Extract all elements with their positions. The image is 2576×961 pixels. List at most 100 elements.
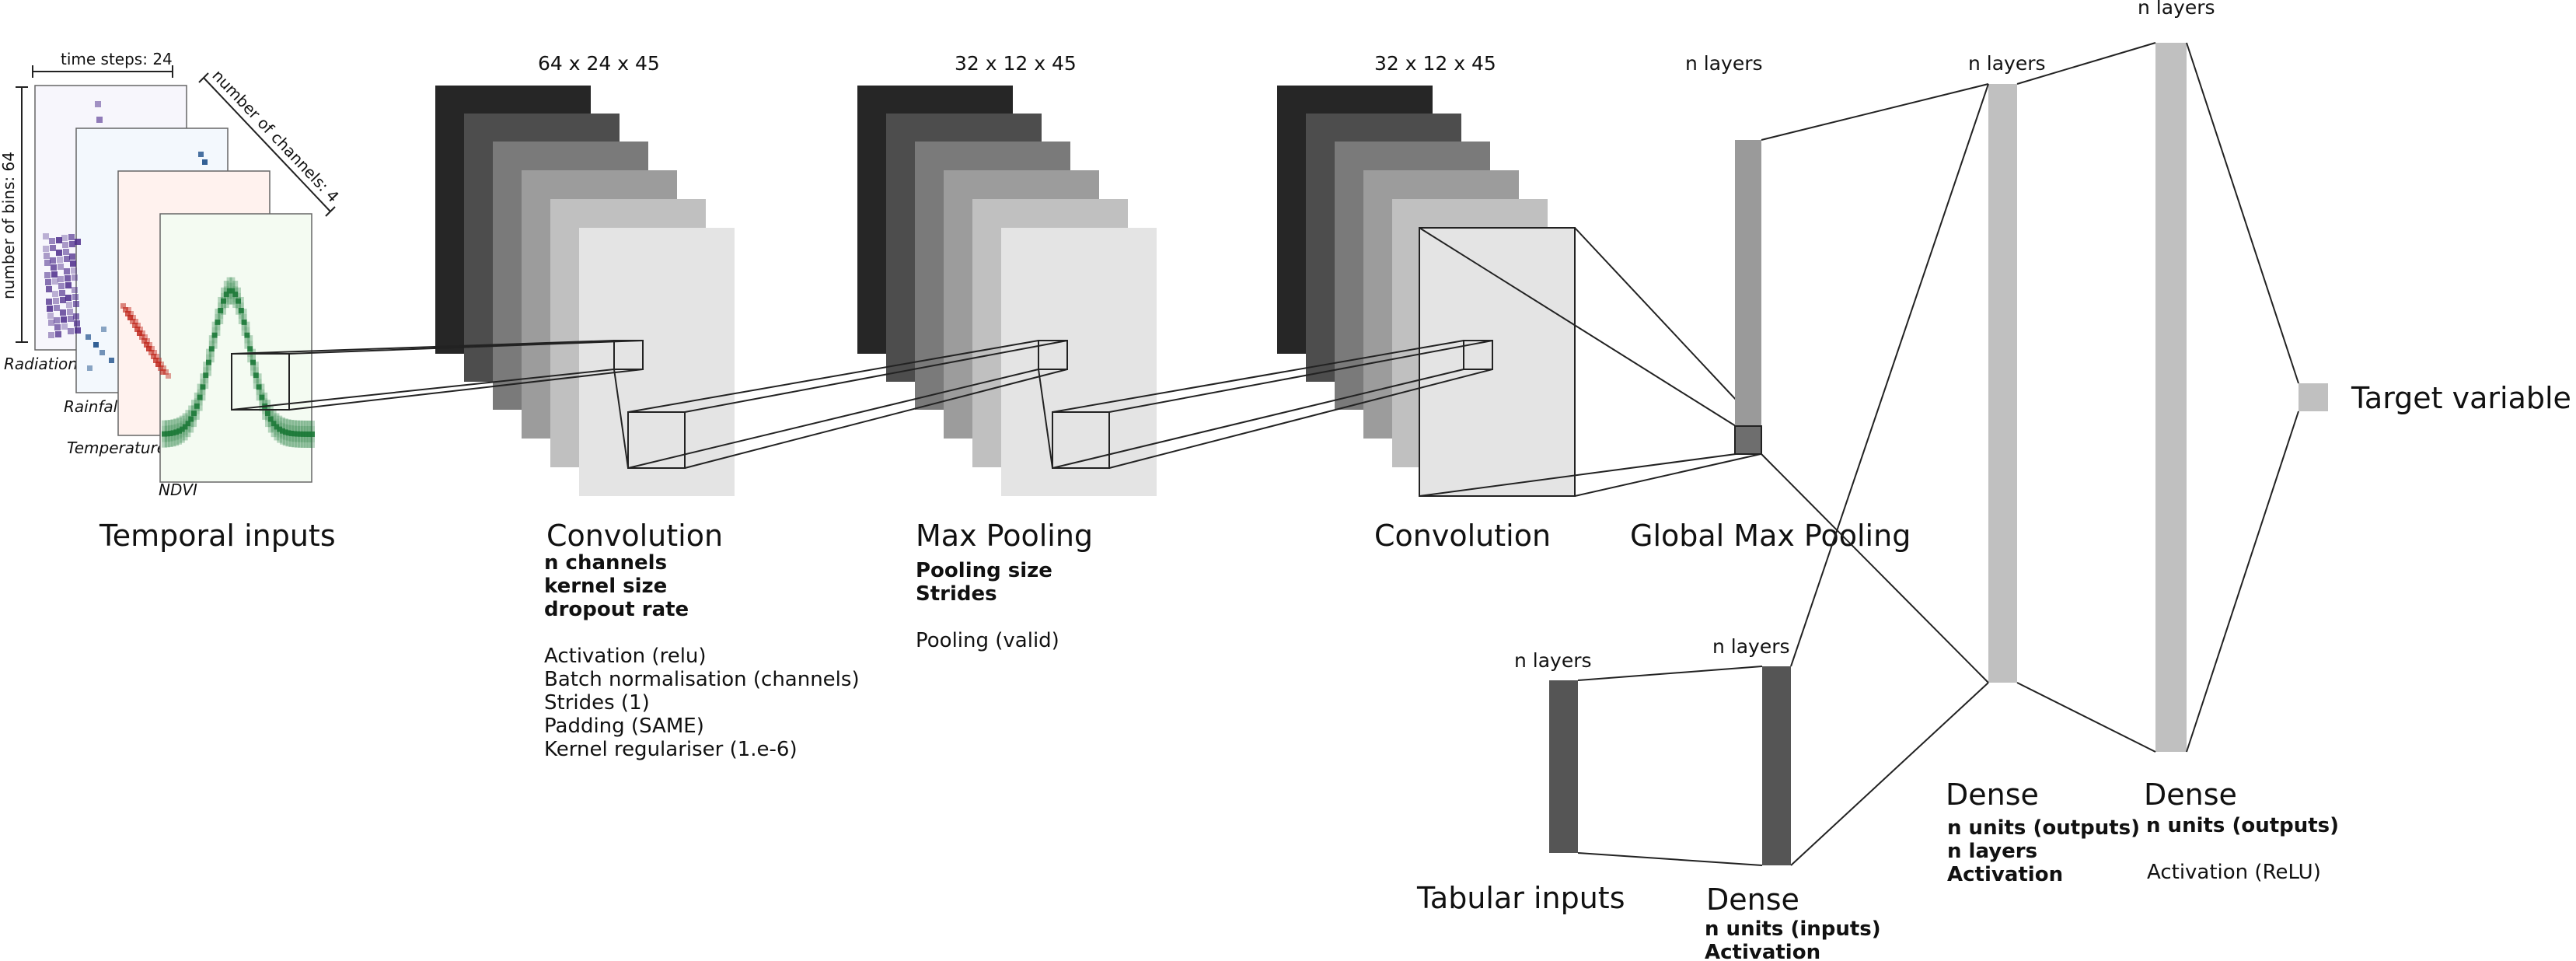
- tabular-inputs-group: n layers Tabular inputs: [1416, 649, 1625, 915]
- temperature-pixel: [145, 338, 150, 344]
- ndvi-pixel: [218, 318, 224, 324]
- ndvi-pixel: [250, 359, 256, 365]
- ndvi-pixel: [185, 415, 191, 421]
- radiation-pixel: [50, 245, 56, 251]
- pool-param-bold-1: Pooling size: [916, 559, 1052, 582]
- ndvi-pixel: [200, 390, 206, 396]
- ndvi-heatmap-pixels: [162, 277, 315, 448]
- ndvi-pixel: [229, 282, 236, 288]
- ndvi-pixel: [218, 313, 224, 319]
- channels-tick-bottom: [325, 206, 336, 217]
- conv1-param-bold-1: n channels: [544, 551, 667, 575]
- ndvi-pixel: [262, 397, 268, 404]
- bins-label: number of bins: 64: [0, 152, 18, 299]
- ndvi-pixel: [188, 405, 194, 411]
- ndvi-pixel: [162, 431, 167, 437]
- temperature-pixel: [126, 307, 131, 313]
- ndvi-pixel: [206, 354, 211, 360]
- temperature-pixel: [138, 327, 143, 332]
- ndvi-pixel: [208, 346, 215, 352]
- gmp-funnel-edge-2: [1574, 227, 1761, 427]
- gmp-funnel-edge-3: [1419, 453, 1737, 497]
- temperature-pixel: [155, 362, 161, 367]
- channels-dimension-line: [203, 77, 331, 212]
- ndvi-pixel: [221, 292, 226, 299]
- conv1-kernel-front: [627, 411, 686, 469]
- global-max-pooling-group: n layers Global Max Pooling: [1630, 52, 1911, 553]
- ndvi-pixel: [226, 282, 232, 288]
- ndvi-pixel: [188, 411, 194, 417]
- ndvi-pixel: [303, 431, 309, 437]
- ndvi-pixel: [291, 431, 298, 437]
- input-to-conv1-connection: [231, 340, 644, 411]
- temperature-pixel: [146, 346, 152, 351]
- dense2-dimensions: n layers: [2138, 0, 2215, 19]
- ndvi-pixel: [285, 435, 291, 442]
- temperature-pixel: [141, 338, 147, 344]
- radiation-pixel: [45, 279, 51, 285]
- ndvi-pixel: [295, 436, 300, 442]
- conv1-param-1: Activation (relu): [544, 645, 707, 668]
- ndvi-pixel: [167, 435, 173, 442]
- ndvi-pixel: [236, 292, 241, 299]
- temperature-pixel: [158, 365, 163, 371]
- dense2-param-bold-1: n units (outputs): [2146, 814, 2339, 837]
- dense-1-group: n layers Dense n units (outputs) n layer…: [1761, 52, 2140, 886]
- ndvi-pixel: [173, 440, 180, 446]
- ndvi-pixel: [208, 341, 215, 347]
- radiation-pixel: [72, 294, 79, 300]
- ndvi-pixel: [206, 370, 211, 376]
- ndvi-pixel: [221, 303, 226, 309]
- ndvi-pixel: [306, 431, 312, 437]
- radiation-pixel: [68, 316, 74, 322]
- ndvi-pixel: [176, 417, 182, 423]
- radiation-pixel: [53, 298, 59, 304]
- temperature-pixel: [131, 315, 136, 320]
- dense2-title: Dense: [2144, 778, 2237, 812]
- convolution-1-group: 64 x 24 x 45 Convolution n channels kern…: [435, 52, 860, 761]
- ndvi-pixel: [188, 416, 194, 422]
- ndvi-pixel: [203, 367, 209, 373]
- ndvi-pixel: [267, 411, 274, 417]
- temperature-pixel: [133, 319, 138, 324]
- gmp-title: Global Max Pooling: [1630, 519, 1911, 553]
- ndvi-pixel: [303, 442, 309, 448]
- pool-param-bold-2: Strides: [916, 582, 997, 606]
- ndvi-pixel: [179, 432, 185, 438]
- temperature-pixel: [151, 354, 156, 359]
- conv1-param-2: Batch normalisation (channels): [544, 668, 860, 691]
- ndvi-pixel: [271, 421, 277, 427]
- ndvi-pixel: [295, 442, 300, 448]
- radiation-pixel: [52, 291, 58, 297]
- ndvi-pixel: [256, 373, 262, 379]
- temporal-inputs-title: Temporal inputs: [99, 519, 336, 553]
- ndvi-pixel: [223, 286, 229, 292]
- ndvi-pixel: [167, 419, 173, 425]
- ndvi-pixel: [253, 362, 259, 368]
- ndvi-pixel: [182, 424, 188, 430]
- radiation-pixel: [56, 250, 62, 256]
- ndvi-pixel: [197, 400, 203, 406]
- ndvi-pixel: [267, 416, 274, 422]
- temperature-pixel: [148, 350, 154, 355]
- ndvi-pixel: [179, 415, 185, 421]
- pool-to-conv2-connection: [1052, 340, 1493, 469]
- radiation-pixel: [54, 324, 61, 330]
- ndvi-pixel: [218, 296, 224, 302]
- ndvi-pixel: [306, 436, 312, 442]
- radiation-pixel: [69, 241, 75, 247]
- radiation-pixel: [65, 275, 71, 281]
- ndvi-pixel: [206, 359, 211, 365]
- dense1-bar: [1988, 84, 2017, 683]
- input-receptive-field-box: [231, 353, 290, 411]
- radiation-pixel: [67, 309, 73, 315]
- ndvi-pixel: [211, 337, 218, 344]
- rainfall-heatmap-pixels: [86, 152, 208, 371]
- ndvi-pixel: [244, 337, 250, 344]
- radiation-pixel: [54, 305, 60, 311]
- conv1-dimensions: 64 x 24 x 45: [538, 52, 660, 75]
- ndvi-pixel: [300, 431, 306, 437]
- ndvi-pixel: [200, 379, 206, 385]
- dense1-param-bold-1: n units (outputs): [1947, 816, 2140, 840]
- ndvi-pixel: [256, 379, 262, 385]
